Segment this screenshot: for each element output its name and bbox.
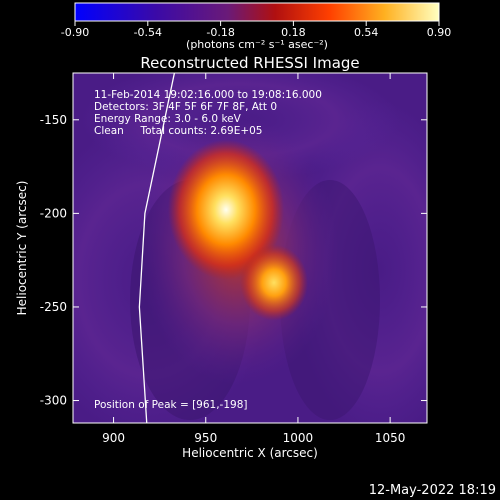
colorbar-tick-label: 0.54 <box>354 26 379 39</box>
heatmap-image <box>73 73 427 423</box>
x-tick-label: 950 <box>194 431 217 445</box>
source-secondary-blob <box>239 244 308 321</box>
annotation-total-counts: Clean Total counts: 2.69E+05 <box>94 125 263 137</box>
y-axis-ticks: -150 -200 -250 -300 <box>40 113 427 408</box>
plot-frame <box>72 72 428 424</box>
colorbar-tick-label: 0.90 <box>427 26 452 39</box>
source-peak-blob <box>168 139 285 280</box>
annotation-block: 11-Feb-2014 19:02:16.000 to 19:08:16.000… <box>94 89 322 137</box>
annotation-detectors: Detectors: 3F 4F 5F 6F 7F 8F, Att 0 <box>94 101 277 113</box>
colorbar-unit-label: (photons cm⁻² s⁻¹ asec⁻²) <box>186 38 328 51</box>
colorbar-ticks: -0.90 -0.54 -0.18 0.18 0.54 0.90 <box>61 21 451 39</box>
colorbar <box>74 2 440 22</box>
solar-limb-line <box>138 73 176 423</box>
x-axis-label: Heliocentric X (arcsec) <box>182 446 318 460</box>
chart-title: Reconstructed RHESSI Image <box>140 54 359 72</box>
y-axis-label: Heliocentric Y (arcsec) <box>15 181 29 316</box>
annotation-energy-range: Energy Range: 3.0 - 6.0 keV <box>94 113 242 125</box>
x-tick-label: 1050 <box>375 431 406 445</box>
annotation-time-range: 11-Feb-2014 19:02:16.000 to 19:08:16.000 <box>94 89 322 101</box>
peak-position-label: Position of Peak = [961,-198] <box>94 399 248 411</box>
timestamp: 12-May-2022 18:19 <box>369 483 496 498</box>
y-tick-label: -150 <box>40 113 67 127</box>
x-tick-label: 1000 <box>283 431 314 445</box>
colorbar-tick-label: -0.90 <box>61 26 89 39</box>
x-axis-ticks: 900 950 1000 1050 <box>102 73 405 445</box>
y-tick-label: -250 <box>40 300 67 314</box>
x-tick-label: 900 <box>102 431 125 445</box>
colorbar-tick-label: 0.18 <box>281 26 306 39</box>
y-tick-label: -300 <box>40 394 67 408</box>
colorbar-tick-label: -0.18 <box>206 26 234 39</box>
colorbar-tick-label: -0.54 <box>134 26 162 39</box>
y-tick-label: -200 <box>40 206 67 220</box>
